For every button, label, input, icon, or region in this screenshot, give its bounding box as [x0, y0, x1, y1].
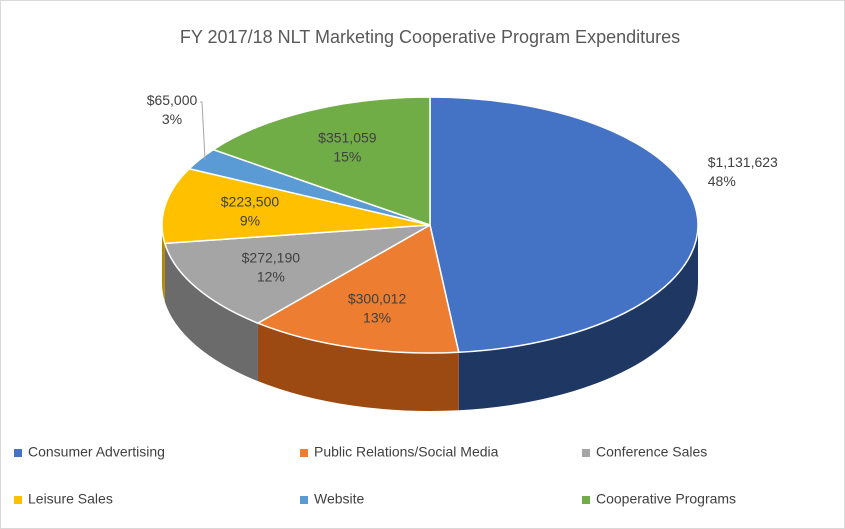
data-label: $272,190 12% [242, 249, 301, 284]
data-label: $1,131,623 48% [708, 154, 778, 189]
value-label: $1,131,623 [708, 154, 778, 170]
legend-swatch [582, 449, 590, 457]
percentage-label: 3% [162, 111, 182, 127]
slice [256, 223, 460, 354]
legend-swatch [14, 496, 22, 504]
legend-swatch [300, 496, 308, 504]
leader-line [200, 101, 206, 161]
slice [211, 96, 431, 227]
slice-side [257, 323, 459, 411]
legend-label: Public Relations/Social Media [314, 444, 499, 460]
value-label: $351,059 [318, 129, 377, 145]
percentage-label: 12% [257, 268, 285, 284]
legend-label: Cooperative Programs [596, 491, 736, 507]
percentage-label: 15% [333, 148, 361, 164]
percentage-label: 48% [708, 173, 736, 189]
value-label: $223,500 [221, 193, 280, 209]
slice [161, 167, 431, 245]
percentage-label: 13% [363, 309, 391, 325]
legend-swatch [300, 449, 308, 457]
data-label: $223,500 9% [221, 193, 280, 228]
slice-side [164, 243, 258, 382]
legend-swatch [14, 449, 22, 457]
legend-label: Conference Sales [596, 444, 707, 460]
value-label: $65,000 [147, 92, 198, 108]
value-label: $300,012 [348, 290, 407, 306]
legend-label: Website [314, 491, 365, 507]
legend-label: Consumer Advertising [28, 444, 165, 460]
data-label: $65,000 3% [147, 92, 198, 127]
chart-title: FY 2017/18 NLT Marketing Cooperative Pro… [180, 27, 680, 47]
slice [163, 224, 431, 324]
slice [429, 96, 699, 354]
slice-side [162, 225, 165, 302]
value-label: $272,190 [242, 249, 301, 265]
data-label: $300,012 13% [348, 290, 407, 325]
legend-swatch [582, 496, 590, 504]
percentage-label: 9% [240, 212, 260, 228]
data-label: $351,059 15% [318, 129, 377, 164]
slice-side [458, 225, 698, 411]
legend-label: Leisure Sales [28, 491, 113, 507]
